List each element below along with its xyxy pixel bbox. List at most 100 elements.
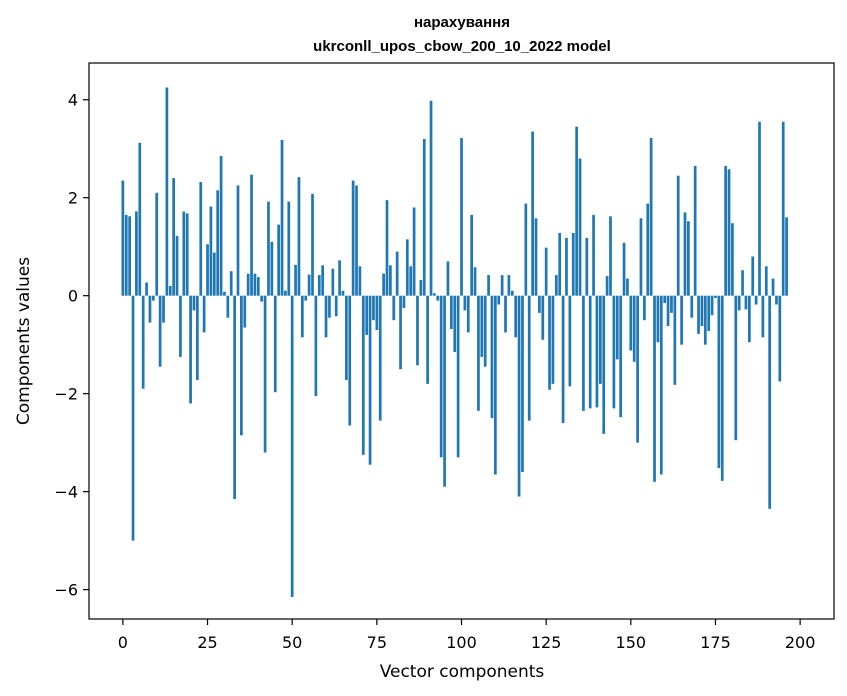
bar [155,192,159,296]
bar [141,295,145,389]
y-axis-label: Components values [14,257,34,425]
x-axis-label: Vector components [380,662,545,682]
bar [693,165,697,296]
bar [307,274,311,296]
bar [700,295,704,327]
bar [544,247,548,296]
x-tick-label: 150 [616,633,647,652]
bar [636,295,639,443]
x-tick-label: 175 [700,633,731,652]
bar [510,290,514,296]
bar [514,295,518,338]
bar [304,295,308,301]
bar [575,126,578,296]
bar [680,295,683,345]
bar [504,295,507,333]
bar [175,235,179,296]
bar [751,256,755,296]
plot-frame [88,62,835,620]
bar [300,295,304,338]
bar [724,165,727,296]
bar [460,137,463,296]
bar [781,121,785,296]
bar [162,295,165,323]
bar [507,275,511,296]
bar [578,158,582,296]
bar [402,295,406,308]
bar [263,295,267,453]
bar [351,180,355,296]
bar [538,295,541,313]
bar [185,213,189,296]
bar [646,203,650,296]
bar [531,131,534,296]
bar [385,200,389,296]
bar [182,211,186,296]
bar [683,212,687,296]
bar [311,193,314,296]
bar [168,285,172,296]
bar [280,139,284,296]
bar [341,290,345,296]
bar [639,218,643,296]
bar [737,295,741,311]
bar [128,216,131,296]
bar [500,275,504,296]
bar [297,177,301,296]
bar [355,185,358,296]
bar [405,239,409,296]
bar [189,295,192,404]
bar [629,295,633,351]
bar [477,295,480,411]
bar [270,241,274,296]
bar [236,185,240,296]
bar [663,295,667,304]
bar [534,218,538,296]
bar [707,295,711,331]
y-tick-label: −4 [54,483,78,502]
bar [145,282,148,296]
bar [412,207,416,296]
x-tick-label: 100 [446,633,477,652]
bar [524,203,528,296]
bar [382,273,385,296]
bar [497,295,501,305]
x-tick-label: 75 [367,633,387,652]
bar [372,295,375,321]
bar [747,295,751,343]
bar [622,242,626,296]
bar [490,295,494,419]
bar [666,295,670,327]
bar [124,214,128,296]
bar [158,295,162,367]
bar [223,291,226,296]
y-tick-label: 0 [68,287,78,306]
bar [284,290,287,296]
y-tick-label: 4 [68,91,78,110]
bar [785,217,788,296]
bar [717,295,721,469]
bar [449,295,453,329]
chart-subtitle: ukrconll_upos_cbow_200_10_2022 model [313,38,611,55]
bar [741,270,744,296]
bar [761,295,765,338]
bar [368,295,372,465]
bar [758,121,761,296]
bar [151,295,155,301]
bar [697,295,700,334]
bar [473,267,477,296]
bar [727,169,731,296]
bar [517,295,521,497]
bar [619,295,623,418]
bar [771,278,775,296]
bar [334,295,338,317]
bar [422,138,426,296]
bar [582,295,585,411]
x-tick-label: 50 [282,633,302,652]
x-tick-label: 125 [531,633,562,652]
bar [324,295,328,338]
bar [348,295,352,426]
bar [585,237,589,296]
bar [463,295,467,311]
